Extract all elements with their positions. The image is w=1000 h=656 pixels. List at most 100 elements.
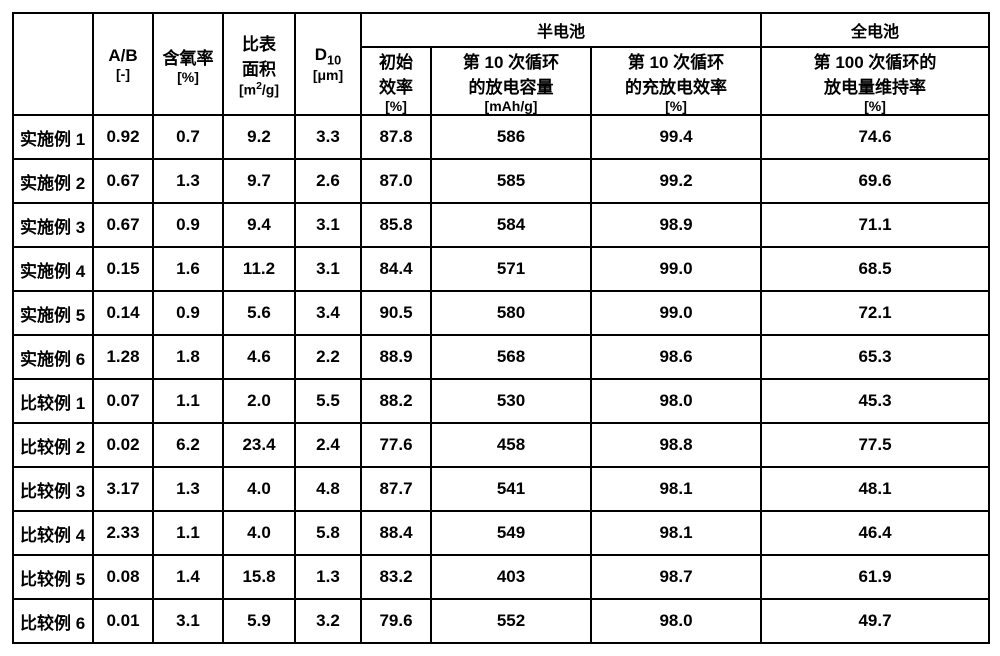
cell-oxygen: 0.7: [153, 115, 223, 159]
col-ret-l3: [%]: [762, 98, 988, 114]
cell-oxygen: 1.6: [153, 247, 223, 291]
cell-oxygen: 1.1: [153, 379, 223, 423]
col-ssa: 比表 面积 [m2/g]: [223, 13, 295, 115]
cell-d10: 4.8: [295, 467, 361, 511]
table-row: 比较例 42.331.14.05.888.454998.146.4: [13, 511, 989, 555]
cell-ret100: 69.6: [761, 159, 989, 203]
cell-ret100: 45.3: [761, 379, 989, 423]
col-ab-l1: A/B: [94, 46, 152, 66]
cell-ret100: 61.9: [761, 555, 989, 599]
cell-init-eff: 83.2: [361, 555, 431, 599]
col-dc-l1: 第 10 次循环: [432, 48, 590, 73]
row-label: 比较例 6: [13, 599, 93, 643]
col-ret100: 第 100 次循环的 放电量维持率 [%]: [761, 47, 989, 115]
cell-dc10: 541: [431, 467, 591, 511]
row-label: 实施例 6: [13, 335, 93, 379]
cell-dc10: 585: [431, 159, 591, 203]
cell-ce10: 99.4: [591, 115, 761, 159]
table-row: 比较例 33.171.34.04.887.754198.148.1: [13, 467, 989, 511]
cell-d10: 3.2: [295, 599, 361, 643]
cell-init-eff: 88.2: [361, 379, 431, 423]
row-label: 实施例 4: [13, 247, 93, 291]
cell-d10: 3.1: [295, 203, 361, 247]
row-label: 比较例 3: [13, 467, 93, 511]
cell-ab: 0.15: [93, 247, 153, 291]
cell-ab: 0.67: [93, 203, 153, 247]
cell-dc10: 530: [431, 379, 591, 423]
col-ie-l2: 效率: [362, 73, 430, 98]
cell-ab: 0.67: [93, 159, 153, 203]
cell-ret100: 74.6: [761, 115, 989, 159]
cell-ssa: 9.2: [223, 115, 295, 159]
cell-ce10: 99.2: [591, 159, 761, 203]
col-d10-sub: 10: [327, 52, 341, 67]
col-init-eff: 初始 效率 [%]: [361, 47, 431, 115]
cell-ssa: 23.4: [223, 423, 295, 467]
cell-dc10: 580: [431, 291, 591, 335]
col-dc-l3: [mAh/g]: [432, 98, 590, 114]
table-row: 实施例 10.920.79.23.387.858699.474.6: [13, 115, 989, 159]
table-row: 比较例 60.013.15.93.279.655298.049.7: [13, 599, 989, 643]
cell-ab: 0.08: [93, 555, 153, 599]
cell-ce10: 98.1: [591, 511, 761, 555]
cell-oxygen: 1.4: [153, 555, 223, 599]
cell-ret100: 71.1: [761, 203, 989, 247]
cell-oxygen: 6.2: [153, 423, 223, 467]
col-dc-l2: 的放电容量: [432, 73, 590, 98]
cell-d10: 3.4: [295, 291, 361, 335]
table-row: 比较例 10.071.12.05.588.253098.045.3: [13, 379, 989, 423]
col-ssa-l1: 比表: [224, 30, 294, 55]
row-label: 实施例 1: [13, 115, 93, 159]
cell-ce10: 98.0: [591, 379, 761, 423]
col-d10-l2: [μm]: [296, 67, 360, 83]
col-ssa-l2: 面积: [224, 55, 294, 80]
col-oxygen: 含氧率 [%]: [153, 13, 223, 115]
cell-init-eff: 87.7: [361, 467, 431, 511]
cell-ce10: 98.8: [591, 423, 761, 467]
row-label: 实施例 5: [13, 291, 93, 335]
cell-ce10: 98.6: [591, 335, 761, 379]
table-head: A/B [-] 含氧率 [%] 比表 面积 [m2/g] D10 [μm] 半电…: [13, 13, 989, 115]
row-label: 比较例 1: [13, 379, 93, 423]
cell-ab: 0.14: [93, 291, 153, 335]
cell-d10: 1.3: [295, 555, 361, 599]
col-ce-l3: [%]: [592, 98, 760, 114]
cell-ab: 2.33: [93, 511, 153, 555]
cell-ab: 1.28: [93, 335, 153, 379]
cell-oxygen: 0.9: [153, 291, 223, 335]
cell-ce10: 98.7: [591, 555, 761, 599]
data-table: A/B [-] 含氧率 [%] 比表 面积 [m2/g] D10 [μm] 半电…: [12, 12, 990, 644]
cell-dc10: 584: [431, 203, 591, 247]
row-label: 比较例 2: [13, 423, 93, 467]
col-ce-l2: 的充放电效率: [592, 73, 760, 98]
row-label: 比较例 5: [13, 555, 93, 599]
cell-d10: 5.8: [295, 511, 361, 555]
cell-dc10: 571: [431, 247, 591, 291]
cell-oxygen: 1.1: [153, 511, 223, 555]
cell-init-eff: 88.4: [361, 511, 431, 555]
cell-ce10: 99.0: [591, 291, 761, 335]
table-row: 实施例 61.281.84.62.288.956898.665.3: [13, 335, 989, 379]
cell-oxygen: 0.9: [153, 203, 223, 247]
cell-d10: 3.1: [295, 247, 361, 291]
cell-ssa: 9.4: [223, 203, 295, 247]
cell-ab: 0.07: [93, 379, 153, 423]
cell-init-eff: 88.9: [361, 335, 431, 379]
cell-init-eff: 79.6: [361, 599, 431, 643]
row-label: 实施例 3: [13, 203, 93, 247]
table-row: 比较例 20.026.223.42.477.645898.877.5: [13, 423, 989, 467]
cell-d10: 2.4: [295, 423, 361, 467]
cell-init-eff: 84.4: [361, 247, 431, 291]
cell-ssa: 11.2: [223, 247, 295, 291]
col-d10-l1: D10: [296, 45, 360, 67]
col-d10: D10 [μm]: [295, 13, 361, 115]
cell-init-eff: 87.8: [361, 115, 431, 159]
col-d10-l1a: D: [315, 45, 327, 64]
col-ssa-l3a: [m: [239, 82, 256, 98]
col-ce10: 第 10 次循环 的充放电效率 [%]: [591, 47, 761, 115]
cell-ret100: 68.5: [761, 247, 989, 291]
table-row: 比较例 50.081.415.81.383.240398.761.9: [13, 555, 989, 599]
col-ce-l1: 第 10 次循环: [592, 48, 760, 73]
cell-ce10: 99.0: [591, 247, 761, 291]
cell-ret100: 48.1: [761, 467, 989, 511]
